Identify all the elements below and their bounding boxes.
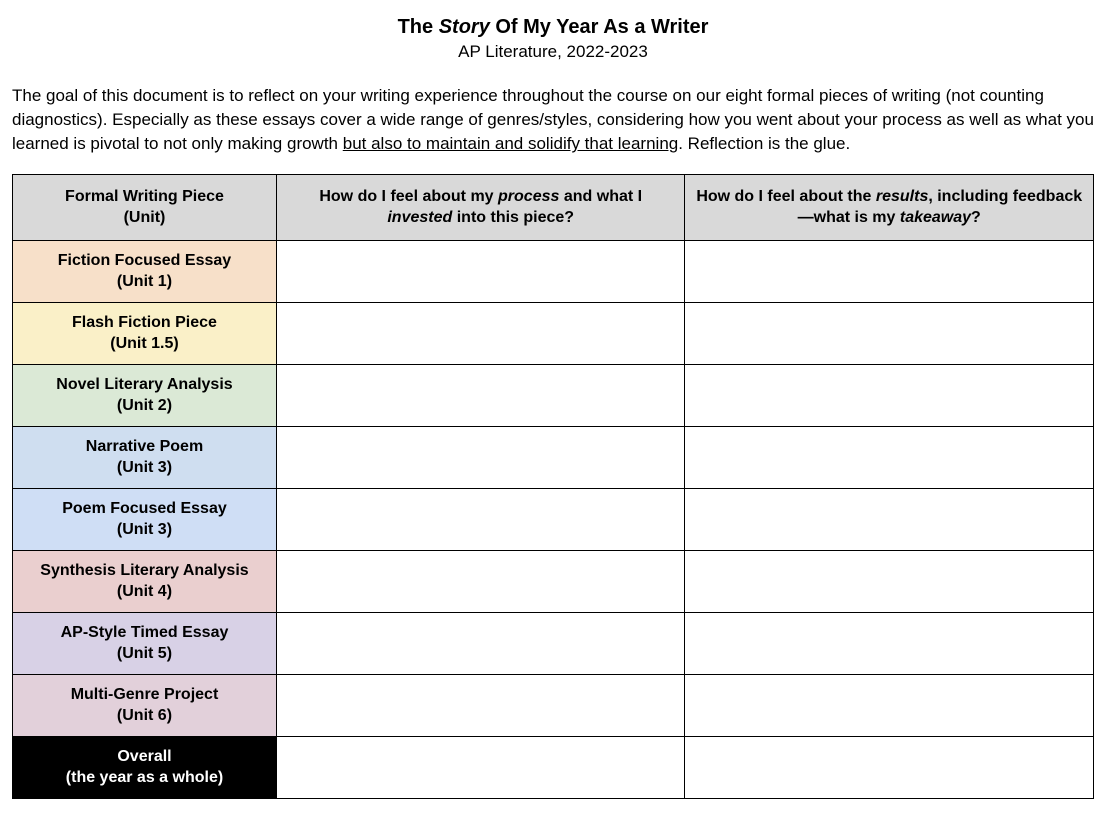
results-response-cell[interactable] — [685, 241, 1094, 303]
process-response-cell[interactable] — [276, 241, 685, 303]
table-row: Narrative Poem (Unit 3) — [13, 427, 1094, 489]
row-label-name: Poem Focused Essay — [62, 500, 227, 517]
page-subtitle: AP Literature, 2022-2023 — [12, 42, 1094, 62]
results-response-cell[interactable] — [685, 427, 1094, 489]
table-row: AP-Style Timed Essay (Unit 5) — [13, 613, 1094, 675]
title-block: The Story Of My Year As a Writer AP Lite… — [12, 14, 1094, 62]
table-row: Poem Focused Essay (Unit 3) — [13, 489, 1094, 551]
process-response-cell[interactable] — [276, 427, 685, 489]
intro-paragraph: The goal of this document is to reflect … — [12, 84, 1094, 156]
row-label-cell: Poem Focused Essay (Unit 3) — [13, 489, 277, 551]
results-response-cell[interactable] — [685, 303, 1094, 365]
page-title: The Story Of My Year As a Writer — [12, 14, 1094, 40]
header-results-before: How do I feel about the — [696, 188, 876, 205]
results-response-cell[interactable] — [685, 489, 1094, 551]
results-response-cell[interactable] — [685, 613, 1094, 675]
row-label-unit: (Unit 5) — [23, 644, 266, 665]
process-response-cell[interactable] — [276, 551, 685, 613]
title-italic: Story — [439, 16, 490, 38]
header-process-mid: and what I — [559, 188, 642, 205]
row-label-overall: Overall (the year as a whole) — [13, 737, 277, 799]
overall-unit: (the year as a whole) — [23, 768, 266, 789]
row-label-cell: Novel Literary Analysis (Unit 2) — [13, 365, 277, 427]
table-row: Fiction Focused Essay (Unit 1) — [13, 241, 1094, 303]
row-label-cell: Multi-Genre Project (Unit 6) — [13, 675, 277, 737]
row-label-cell: AP-Style Timed Essay (Unit 5) — [13, 613, 277, 675]
row-label-name: Multi-Genre Project — [71, 686, 219, 703]
title-prefix: The — [398, 16, 439, 38]
header-process-italic2: invested — [387, 209, 452, 226]
header-process: How do I feel about my process and what … — [276, 175, 685, 241]
intro-text-after: . Reflection is the glue. — [678, 134, 850, 153]
row-label-unit: (Unit 2) — [23, 396, 266, 417]
row-label-unit: (Unit 6) — [23, 706, 266, 727]
process-response-cell[interactable] — [276, 365, 685, 427]
row-label-unit: (Unit 1) — [23, 272, 266, 293]
table-row: Multi-Genre Project (Unit 6) — [13, 675, 1094, 737]
row-label-cell: Flash Fiction Piece (Unit 1.5) — [13, 303, 277, 365]
row-label-name: Novel Literary Analysis — [56, 376, 232, 393]
row-label-unit: (Unit 3) — [23, 520, 266, 541]
table-row-overall: Overall (the year as a whole) — [13, 737, 1094, 799]
reflection-table: Formal Writing Piece (Unit) How do I fee… — [12, 174, 1094, 799]
process-response-cell[interactable] — [276, 675, 685, 737]
process-response-cell[interactable] — [276, 303, 685, 365]
row-label-name: AP-Style Timed Essay — [61, 624, 229, 641]
table-row: Novel Literary Analysis (Unit 2) — [13, 365, 1094, 427]
row-label-cell: Synthesis Literary Analysis (Unit 4) — [13, 551, 277, 613]
row-label-cell: Fiction Focused Essay (Unit 1) — [13, 241, 277, 303]
overall-results-cell[interactable] — [685, 737, 1094, 799]
table-row: Flash Fiction Piece (Unit 1.5) — [13, 303, 1094, 365]
process-response-cell[interactable] — [276, 613, 685, 675]
row-label-cell: Narrative Poem (Unit 3) — [13, 427, 277, 489]
header-piece-line2: (Unit) — [124, 209, 166, 226]
header-results: How do I feel about the results, includi… — [685, 175, 1094, 241]
intro-underline: but also to maintain and solidify that l… — [343, 134, 678, 153]
row-label-name: Fiction Focused Essay — [58, 252, 231, 269]
row-label-unit: (Unit 1.5) — [23, 334, 266, 355]
table-row: Synthesis Literary Analysis (Unit 4) — [13, 551, 1094, 613]
table-header-row: Formal Writing Piece (Unit) How do I fee… — [13, 175, 1094, 241]
overall-process-cell[interactable] — [276, 737, 685, 799]
title-suffix: Of My Year As a Writer — [490, 16, 709, 38]
results-response-cell[interactable] — [685, 675, 1094, 737]
process-response-cell[interactable] — [276, 489, 685, 551]
overall-name: Overall — [117, 748, 171, 765]
row-label-name: Narrative Poem — [86, 438, 203, 455]
header-results-after: ? — [971, 209, 981, 226]
header-process-before: How do I feel about my — [319, 188, 498, 205]
row-label-name: Synthesis Literary Analysis — [40, 562, 248, 579]
header-results-italic1: results — [876, 188, 928, 205]
row-label-unit: (Unit 3) — [23, 458, 266, 479]
header-results-italic2: takeaway — [900, 209, 971, 226]
header-piece-line1: Formal Writing Piece — [65, 188, 224, 205]
header-process-after: into this piece? — [452, 209, 574, 226]
header-process-italic1: process — [498, 188, 559, 205]
row-label-unit: (Unit 4) — [23, 582, 266, 603]
results-response-cell[interactable] — [685, 365, 1094, 427]
header-piece: Formal Writing Piece (Unit) — [13, 175, 277, 241]
results-response-cell[interactable] — [685, 551, 1094, 613]
row-label-name: Flash Fiction Piece — [72, 314, 217, 331]
